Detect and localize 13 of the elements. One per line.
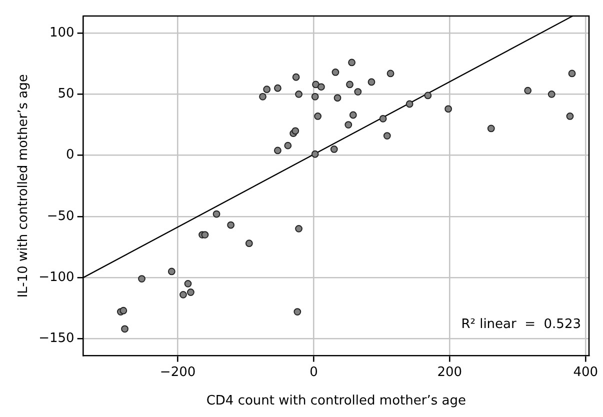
y-tick-label: −100 xyxy=(38,270,74,285)
y-tick-label: 0 xyxy=(66,148,74,163)
x-tick-label: 200 xyxy=(437,364,462,380)
y-tick-label: −150 xyxy=(38,331,74,346)
y-tick-label: −50 xyxy=(46,208,74,224)
y-axis-title: IL-10 with controlled mother’s age xyxy=(16,74,32,298)
annotation: R² linear = 0.523 xyxy=(461,316,581,332)
y-tick-label: 50 xyxy=(58,86,74,102)
y-tick-label: 100 xyxy=(49,25,74,40)
x-tick-label: 0 xyxy=(310,364,318,380)
x-tick-label: −200 xyxy=(160,364,196,380)
x-tick-label: 400 xyxy=(573,364,598,380)
x-axis-title: CD4 count with controlled mother’s age xyxy=(206,394,466,409)
